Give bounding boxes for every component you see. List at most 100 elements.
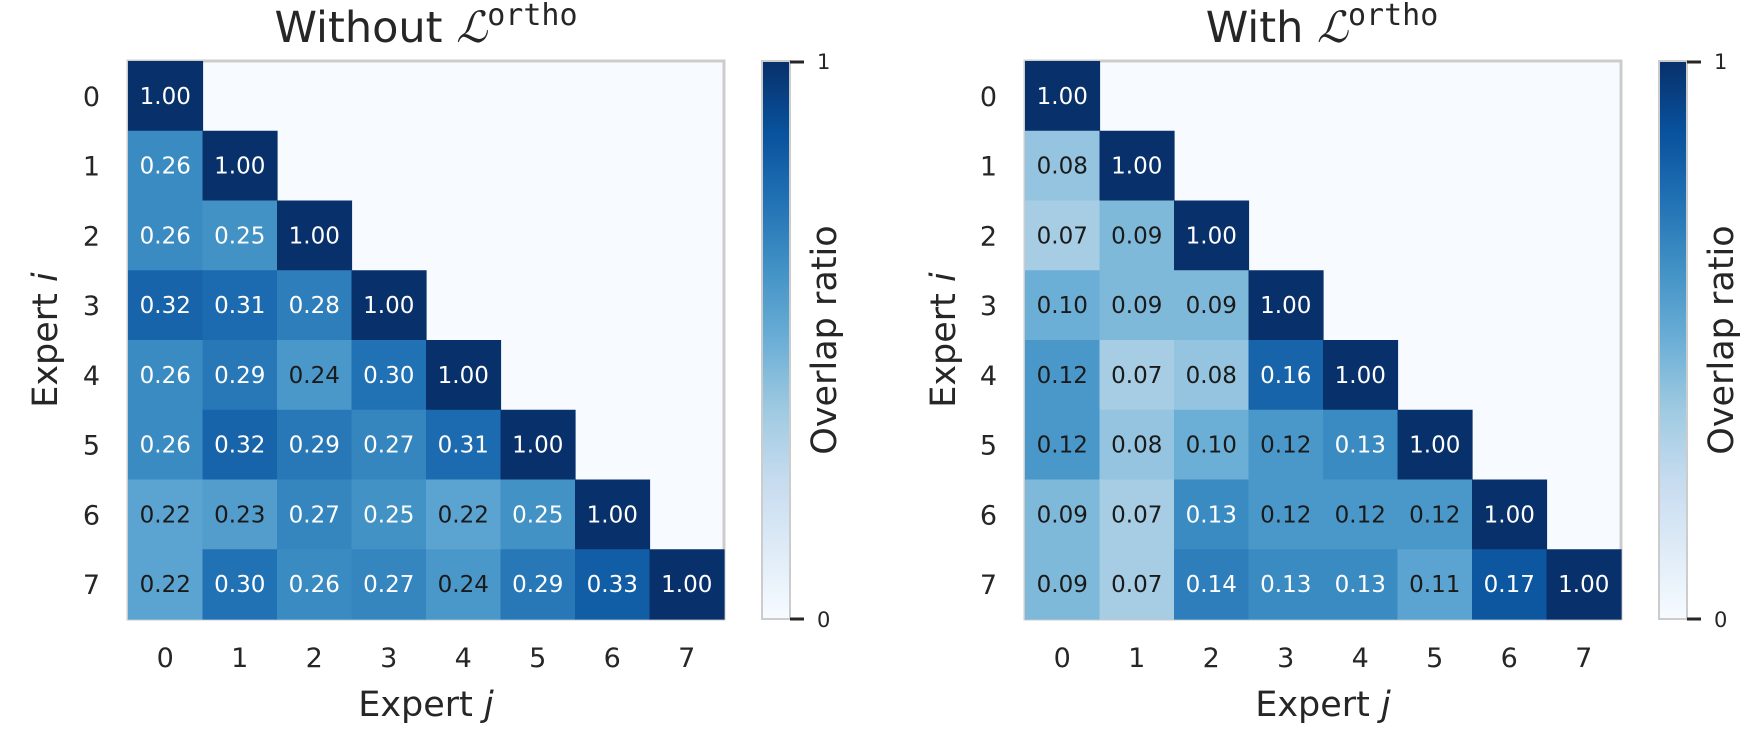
heatmap-cell	[277, 549, 353, 620]
heatmap-cell	[277, 340, 353, 411]
heatmap-cell	[128, 200, 204, 271]
cell-value-label: 1.00	[1335, 363, 1386, 389]
cell-value-label: 0.32	[140, 293, 191, 319]
heatmap-cell	[426, 409, 502, 481]
y-tick-label: 1	[83, 152, 100, 183]
heatmap-cell	[1099, 340, 1175, 411]
heatmap-cell	[1099, 130, 1175, 202]
heatmap-cell	[277, 479, 353, 550]
cell-value-label: 1.00	[1111, 154, 1162, 180]
y-tick-label: 2	[83, 221, 100, 252]
x-tick-label: 2	[306, 643, 323, 674]
heatmap-cell	[128, 270, 204, 341]
heatmap-cell	[1323, 549, 1399, 620]
heatmap-cell	[351, 409, 427, 481]
cell-value-label: 0.31	[214, 293, 265, 319]
x-tick-label: 1	[231, 643, 248, 674]
colorbar-label: Overlap ratio	[805, 225, 845, 454]
cell-value-label: 0.24	[438, 572, 489, 598]
heatmap-cell	[128, 409, 204, 481]
cell-value-label: 0.22	[140, 572, 191, 598]
heatmap-cell	[202, 479, 278, 550]
colorbar-label: Overlap ratio	[1702, 225, 1742, 454]
heatmap-cell	[1025, 549, 1101, 620]
cell-value-label: 0.31	[438, 433, 489, 459]
x-tick-label: 3	[1277, 643, 1294, 674]
heatmap-cell	[1472, 549, 1548, 620]
heatmap-cell	[426, 549, 502, 620]
x-axis-label: Expert j	[1255, 685, 1391, 725]
cell-value-label: 0.09	[1037, 572, 1088, 598]
heatmap-cell	[202, 270, 278, 341]
heatmap-cell	[1546, 549, 1622, 620]
cell-value-label: 0.09	[1111, 293, 1162, 319]
colorbar-min-label: 0	[817, 608, 830, 632]
heatmap-cell	[1025, 200, 1101, 271]
heatmap-cell	[500, 479, 576, 550]
heatmap-cell	[128, 549, 204, 620]
x-tick-label: 4	[1352, 643, 1369, 674]
heatmap-cell	[128, 61, 204, 132]
cell-value-label: 0.24	[289, 363, 340, 389]
cell-value-label: 0.28	[289, 293, 340, 319]
x-tick-label: 7	[678, 643, 695, 674]
heatmap-cell	[649, 549, 725, 620]
cell-value-label: 0.12	[1037, 363, 1088, 389]
cell-value-label: 0.33	[587, 572, 638, 598]
cell-value-label: 1.00	[1409, 433, 1460, 459]
y-tick-label: 7	[980, 570, 997, 601]
cell-value-label: 0.27	[363, 433, 414, 459]
cell-value-label: 0.25	[214, 223, 265, 249]
y-tick-label: 7	[83, 570, 100, 601]
cell-value-label: 0.26	[140, 223, 191, 249]
heatmap-cell	[1323, 479, 1399, 550]
panel-with: With ℒortho 1.00 0.08 1.00 0.07 0.09 1.00 0.10…	[924, 0, 1742, 725]
x-axis-label: Expert j	[358, 685, 494, 725]
heatmap-cell	[1323, 340, 1399, 411]
y-tick-label: 3	[980, 291, 997, 322]
heatmap-cell	[202, 200, 278, 271]
cell-value-label: 0.26	[140, 363, 191, 389]
cell-value-label: 0.29	[289, 433, 340, 459]
colorbar: 1 0 Overlap ratio	[761, 50, 845, 632]
heatmap-cell	[128, 130, 204, 202]
heatmap-cell	[351, 549, 427, 620]
cell-value-label: 1.00	[363, 293, 414, 319]
cell-value-label: 1.00	[214, 154, 265, 180]
x-tick-label: 7	[1575, 643, 1592, 674]
cell-value-label: 0.08	[1186, 363, 1237, 389]
heatmap-cell	[1397, 479, 1473, 550]
cell-value-label: 0.29	[512, 572, 563, 598]
heatmap-cell	[277, 270, 353, 341]
heatmap-cell	[1174, 409, 1250, 481]
x-tick-label: 1	[1128, 643, 1145, 674]
panel-title: With ℒortho	[1206, 0, 1439, 53]
heatmap-cell	[1174, 549, 1250, 620]
cell-value-label: 0.12	[1335, 502, 1386, 528]
heatmap-cell	[277, 200, 353, 271]
cell-value-label: 1.00	[1484, 502, 1535, 528]
cell-value-label: 0.14	[1186, 572, 1237, 598]
heatmap-cell	[202, 340, 278, 411]
cell-value-label: 0.07	[1111, 502, 1162, 528]
heatmap-cell	[1472, 479, 1548, 550]
cell-value-label: 1.00	[1186, 223, 1237, 249]
cell-value-label: 0.07	[1037, 223, 1088, 249]
cell-value-label: 0.10	[1037, 293, 1088, 319]
cell-value-label: 0.22	[438, 502, 489, 528]
y-tick-labels: 0 1 2 3 4 5 6 7	[83, 82, 100, 601]
x-tick-labels: 0 1 2 3 4 5 6 7	[157, 643, 696, 674]
cell-value-label: 0.23	[214, 502, 265, 528]
cell-value-label: 0.08	[1037, 154, 1088, 180]
y-tick-label: 3	[83, 291, 100, 322]
y-tick-label: 0	[980, 82, 997, 113]
cell-value-label: 1.00	[1558, 572, 1609, 598]
cell-value-label: 1.00	[140, 84, 191, 110]
heatmap-cell	[1099, 409, 1175, 481]
heatmap-cell	[1099, 200, 1175, 271]
cell-value-label: 0.32	[214, 433, 265, 459]
colorbar-min-label: 0	[1714, 608, 1727, 632]
cell-value-label: 0.10	[1186, 433, 1237, 459]
heatmap-cell	[1025, 270, 1101, 341]
y-axis-label: Expert i	[26, 272, 66, 408]
